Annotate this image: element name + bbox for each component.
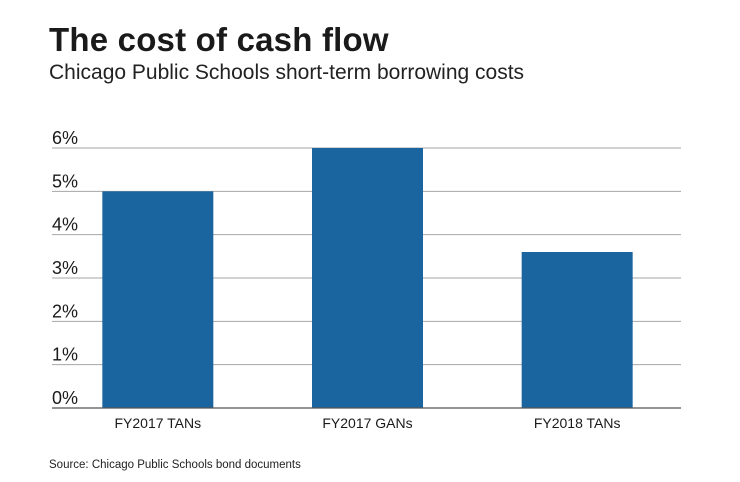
source-note: Source: Chicago Public Schools bond docu… xyxy=(49,459,301,471)
chart-subtitle: Chicago Public Schools short-term borrow… xyxy=(49,61,525,84)
y-tick-label: 4% xyxy=(52,215,78,235)
bar xyxy=(521,252,633,408)
x-tick-label: FY2017 TANs xyxy=(115,415,202,431)
y-tick-label: 2% xyxy=(52,301,78,321)
chart-title: The cost of cash flow xyxy=(49,21,389,58)
y-tick-label: 6% xyxy=(52,128,78,148)
bar xyxy=(312,148,423,408)
x-tick-label: FY2018 TANs xyxy=(534,415,621,431)
y-tick-label: 0% xyxy=(52,388,78,408)
y-tick-label: 1% xyxy=(52,345,78,365)
y-tick-label: 5% xyxy=(52,171,78,191)
bar xyxy=(102,191,214,408)
x-tick-label: FY2017 GANs xyxy=(322,415,412,431)
y-tick-label: 3% xyxy=(52,258,78,278)
